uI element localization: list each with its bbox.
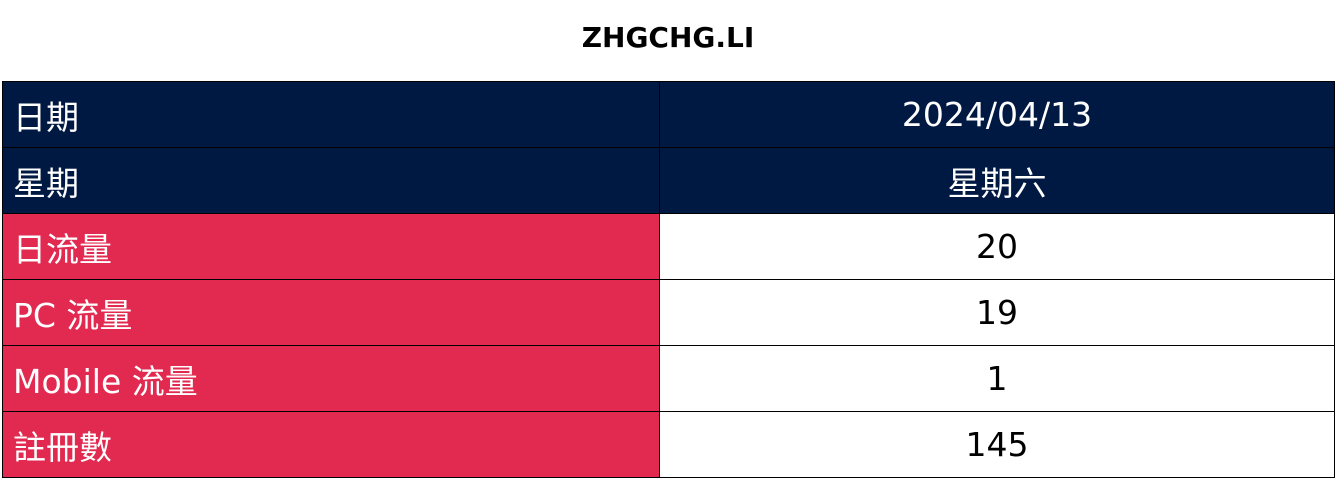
row-value-registrations: 145 [659, 411, 1335, 478]
row-value-mobile-traffic: 1 [659, 345, 1335, 412]
row-value-date: 2024/04/13 [659, 81, 1335, 148]
table-row-pc-traffic: PC 流量 19 [2, 279, 1335, 346]
row-value-pc-traffic: 19 [659, 279, 1335, 346]
table-row-daily-traffic: 日流量 20 [2, 213, 1335, 280]
row-value-weekday: 星期六 [659, 147, 1335, 214]
row-label-registrations: 註冊數 [2, 411, 660, 478]
stats-table: 日期 2024/04/13 星期 星期六 日流量 20 PC 流量 19 Mob… [2, 81, 1335, 478]
table-row-registrations: 註冊數 145 [2, 411, 1335, 478]
table-row-weekday: 星期 星期六 [2, 147, 1335, 214]
row-label-pc-traffic: PC 流量 [2, 279, 660, 346]
row-value-daily-traffic: 20 [659, 213, 1335, 280]
page-title: ZHGCHG.LI [581, 21, 755, 54]
table-row-mobile-traffic: Mobile 流量 1 [2, 345, 1335, 412]
row-label-weekday: 星期 [2, 147, 660, 214]
row-label-daily-traffic: 日流量 [2, 213, 660, 280]
row-label-date: 日期 [2, 81, 660, 148]
table-row-date: 日期 2024/04/13 [2, 81, 1335, 148]
row-label-mobile-traffic: Mobile 流量 [2, 345, 660, 412]
